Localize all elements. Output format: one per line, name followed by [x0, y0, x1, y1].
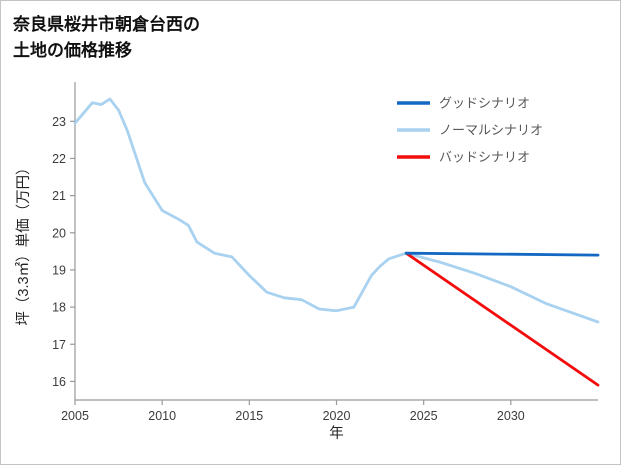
x-tick-label: 2025: [410, 409, 438, 423]
legend-label-2: バッドシナリオ: [439, 150, 530, 165]
y-tick-label: 21: [52, 189, 66, 203]
page-title-line2: 土地の価格推移: [13, 40, 132, 60]
y-tick-label: 18: [52, 301, 66, 315]
x-tick-label: 2015: [235, 409, 263, 423]
x-tick-label: 2030: [497, 409, 525, 423]
y-axis-label: 坪（3.3㎡）単価（万円）: [15, 160, 32, 325]
y-tick-label: 16: [52, 375, 66, 389]
y-tick-label: 17: [52, 338, 66, 352]
series-line-0: [404, 251, 600, 257]
page-title-line1: 奈良県桜井市朝倉台西の: [13, 15, 200, 34]
x-tick-label: 2020: [323, 409, 351, 423]
y-tick-label: 20: [52, 226, 66, 240]
page-title: 奈良県桜井市朝倉台西の 土地の価格推移: [13, 12, 200, 63]
legend-label-0: グッドシナリオ: [439, 96, 530, 111]
legend-label-1: ノーマルシナリオ: [439, 123, 543, 138]
x-tick-label: 2005: [61, 409, 89, 423]
y-tick-label: 19: [52, 263, 66, 277]
series-line-1: [73, 97, 600, 324]
y-tick-label: 22: [52, 152, 66, 166]
y-tick-label: 23: [52, 115, 66, 129]
x-tick-label: 2010: [148, 409, 176, 423]
x-axis-label: 年: [329, 425, 344, 442]
series-line-2: [404, 251, 600, 387]
